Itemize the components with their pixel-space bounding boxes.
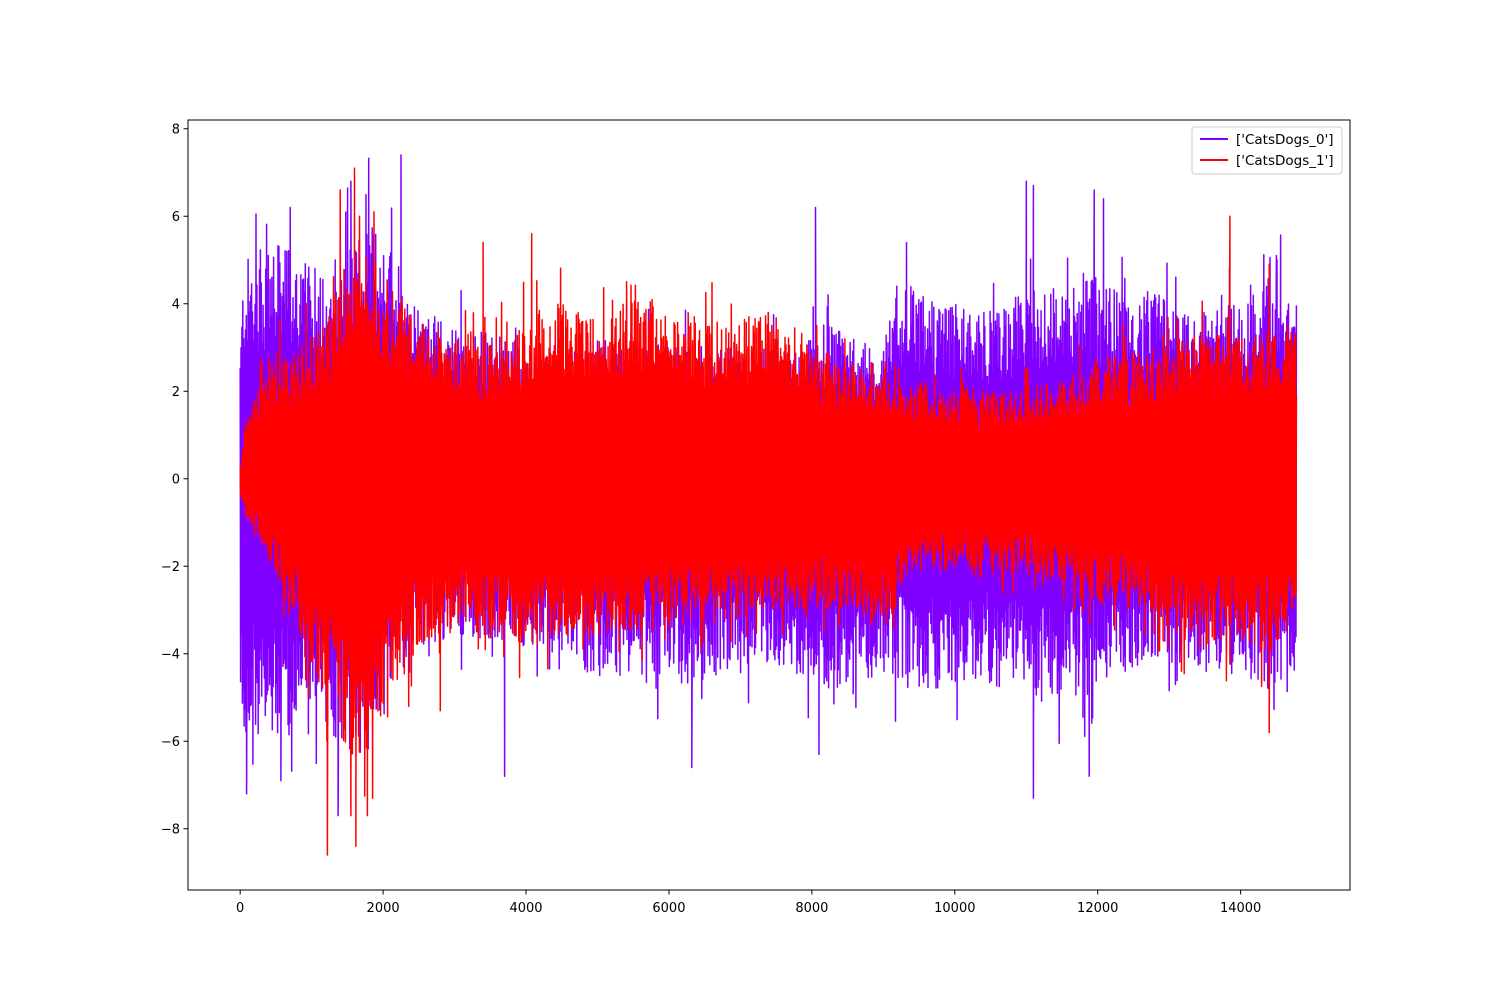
x-tick-label: 10000	[934, 901, 975, 916]
x-tick-label: 2000	[367, 901, 400, 916]
legend-box	[1191, 126, 1343, 175]
plot-frame	[187, 119, 1351, 891]
y-tick-label: −4	[161, 647, 180, 662]
y-tick-label: 4	[172, 297, 180, 312]
legend: ['CatsDogs_0'] ['CatsDogs_1']	[1191, 126, 1343, 175]
y-tick-label: 0	[172, 472, 180, 487]
x-tick-label: 8000	[795, 901, 828, 916]
y-tick-label: −8	[161, 822, 180, 837]
series-line-1	[239, 167, 1298, 856]
x-tick-label: 4000	[509, 901, 542, 916]
y-tick-label: 8	[172, 122, 180, 137]
x-tick-label: 0	[236, 901, 244, 916]
x-tick-label: 14000	[1220, 901, 1261, 916]
x-axis: 0 2000 4000 6000 8000 10000 12000 14000	[236, 890, 1261, 916]
series-layer	[239, 154, 1298, 856]
y-tick-label: −6	[161, 735, 180, 750]
legend-label-0: ['CatsDogs_0']	[1236, 132, 1334, 148]
x-tick-label: 6000	[652, 901, 685, 916]
legend-label-1: ['CatsDogs_1']	[1236, 153, 1334, 169]
y-tick-label: 2	[172, 385, 180, 400]
y-tick-label: 6	[172, 210, 180, 225]
y-axis: −8 −6 −4 −2 0 2 4 6 8	[161, 122, 188, 837]
x-tick-label: 12000	[1077, 901, 1118, 916]
y-tick-label: −2	[161, 560, 180, 575]
